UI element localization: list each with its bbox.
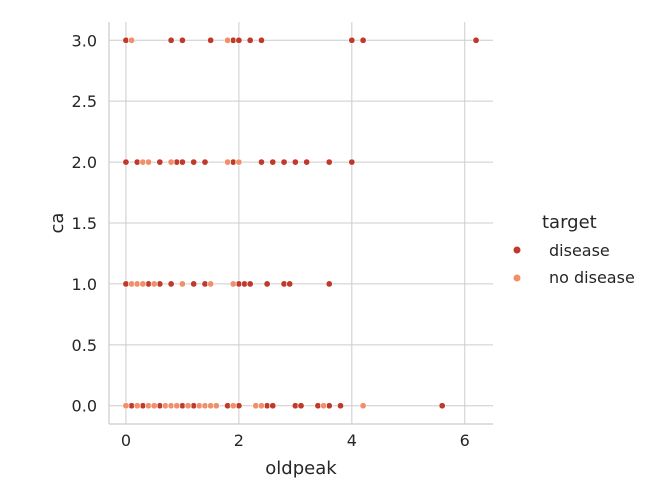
point-disease bbox=[325, 280, 333, 288]
x-tick-label: 4 bbox=[347, 431, 357, 450]
point-disease bbox=[167, 280, 175, 288]
point-disease bbox=[348, 158, 356, 166]
point-disease bbox=[178, 158, 186, 166]
point-no-disease bbox=[128, 36, 136, 44]
point-disease bbox=[190, 280, 198, 288]
y-tick-label: 3.0 bbox=[72, 31, 97, 50]
x-tick-label: 0 bbox=[121, 431, 131, 450]
point-disease bbox=[235, 36, 243, 44]
point-disease bbox=[178, 36, 186, 44]
point-no-disease bbox=[122, 402, 130, 410]
point-no-disease bbox=[224, 158, 232, 166]
point-disease bbox=[269, 158, 277, 166]
y-tick-label: 1.0 bbox=[72, 275, 97, 294]
point-disease bbox=[190, 158, 198, 166]
legend-label-disease: disease bbox=[549, 241, 610, 260]
point-no-disease bbox=[133, 402, 141, 410]
y-axis-label: ca bbox=[47, 213, 68, 234]
point-no-disease bbox=[150, 402, 158, 410]
y-tick-label: 0.5 bbox=[72, 336, 97, 355]
y-tick-label: 2.5 bbox=[72, 92, 97, 111]
y-tick-label: 2.0 bbox=[72, 153, 97, 172]
point-no-disease bbox=[212, 402, 220, 410]
point-no-disease bbox=[178, 280, 186, 288]
x-axis-label: oldpeak bbox=[265, 458, 337, 479]
legend-marker-disease bbox=[512, 245, 522, 255]
point-disease bbox=[269, 402, 277, 410]
point-disease bbox=[201, 158, 209, 166]
point-disease bbox=[167, 36, 175, 44]
point-no-disease bbox=[359, 402, 367, 410]
legend-label-no-disease: no disease bbox=[549, 268, 635, 287]
point-disease bbox=[337, 402, 345, 410]
grid-lines bbox=[109, 22, 493, 424]
y-tick-labels: 0.0 0.5 1.0 1.5 2.0 2.5 3.0 bbox=[72, 31, 97, 415]
point-disease bbox=[297, 402, 305, 410]
legend-title: target bbox=[542, 212, 597, 233]
point-disease bbox=[472, 36, 480, 44]
legend-marker-no-disease bbox=[512, 273, 522, 283]
point-no-disease bbox=[139, 280, 147, 288]
point-no-disease bbox=[145, 158, 153, 166]
x-tick-label: 6 bbox=[460, 431, 470, 450]
point-disease bbox=[257, 36, 265, 44]
point-no-disease bbox=[184, 402, 192, 410]
axis-spines bbox=[108, 22, 493, 425]
x-tick-label: 2 bbox=[234, 431, 244, 450]
point-disease bbox=[286, 280, 294, 288]
point-no-disease bbox=[257, 402, 265, 410]
point-no-disease bbox=[229, 402, 237, 410]
point-disease bbox=[280, 158, 288, 166]
point-disease bbox=[207, 36, 215, 44]
point-no-disease bbox=[235, 158, 243, 166]
point-disease bbox=[325, 158, 333, 166]
point-disease bbox=[303, 158, 311, 166]
point-no-disease bbox=[229, 280, 237, 288]
point-disease bbox=[246, 36, 254, 44]
point-disease bbox=[263, 280, 271, 288]
legend: target disease no disease bbox=[512, 212, 635, 287]
point-no-disease bbox=[150, 280, 158, 288]
point-disease bbox=[359, 36, 367, 44]
point-disease bbox=[257, 158, 265, 166]
y-tick-label: 1.5 bbox=[72, 214, 97, 233]
x-tick-labels: 0 2 4 6 bbox=[121, 431, 470, 450]
point-disease bbox=[156, 158, 164, 166]
y-tick-label: 0.0 bbox=[72, 397, 97, 416]
point-disease bbox=[348, 36, 356, 44]
point-no-disease bbox=[207, 280, 215, 288]
point-disease bbox=[438, 402, 446, 410]
point-disease bbox=[291, 158, 299, 166]
point-no-disease bbox=[224, 36, 232, 44]
point-no-disease bbox=[167, 158, 175, 166]
point-disease bbox=[246, 280, 254, 288]
point-no-disease bbox=[173, 402, 181, 410]
data-points bbox=[122, 36, 480, 410]
point-disease bbox=[122, 158, 130, 166]
point-no-disease bbox=[320, 402, 328, 410]
